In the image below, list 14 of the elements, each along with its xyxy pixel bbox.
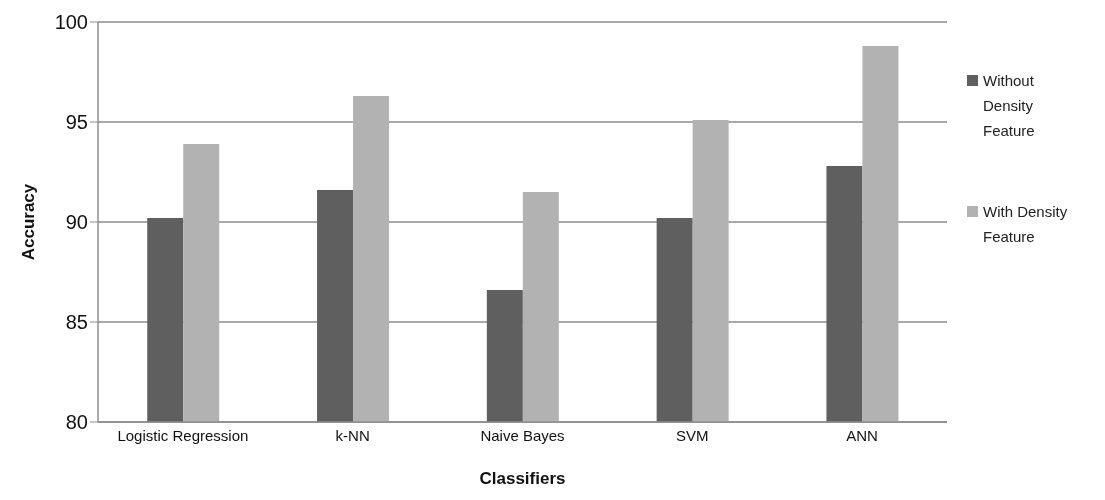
x-axis-title: Classifiers [479, 469, 566, 489]
legend-label: Without Density Feature [983, 71, 1036, 141]
y-axis-title: Accuracy [19, 183, 39, 261]
x-tick-label: Logistic Regression [117, 426, 249, 444]
y-tick-label: 85 [65, 311, 88, 334]
x-tick-label: SVM [676, 426, 709, 444]
legend-label: With Density Feature [983, 202, 1069, 247]
x-tick-label: Naive Bayes [480, 426, 565, 444]
x-tick-label: ANN [846, 426, 878, 444]
y-tick-label: 90 [65, 211, 88, 234]
y-tick-label: 95 [65, 111, 88, 134]
y-tick-label: 80 [65, 411, 88, 434]
x-tick-label: k-NN [335, 426, 370, 444]
y-tick-label: 100 [54, 11, 88, 34]
